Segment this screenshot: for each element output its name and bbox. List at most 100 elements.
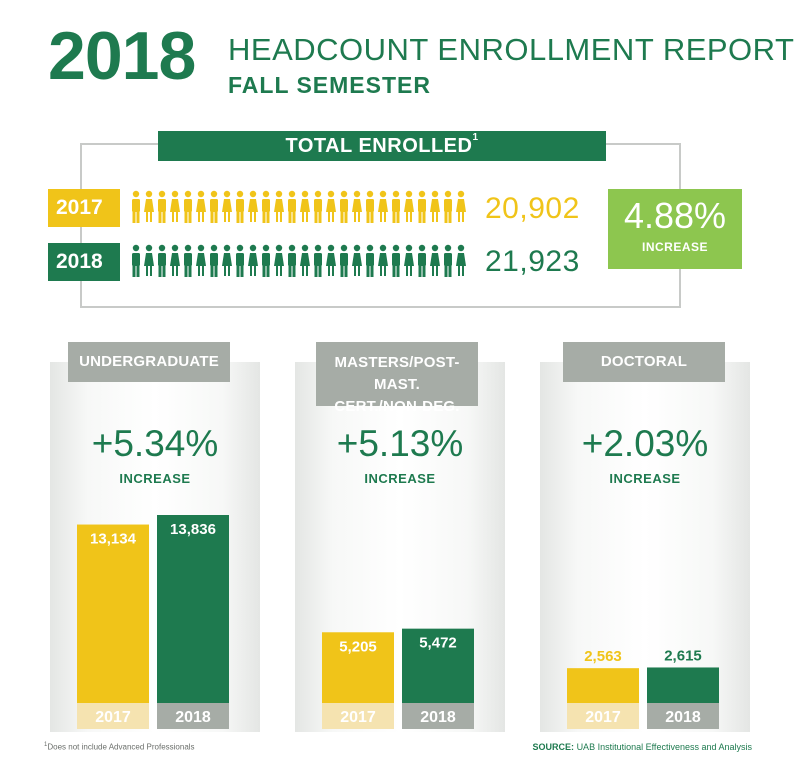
person-icon xyxy=(288,244,296,277)
bar-value-label: 2,615 xyxy=(664,647,702,664)
report-subtitle: FALL SEMESTER xyxy=(228,72,431,98)
total-value-2018: 21,923 xyxy=(485,245,580,278)
person-icon xyxy=(170,244,180,276)
person-icon xyxy=(288,190,296,223)
bar-2017 xyxy=(567,668,639,703)
total-increase-pct: 4.88% xyxy=(623,195,727,236)
person-icon xyxy=(300,190,310,222)
source-text: UAB Institutional Effectiveness and Anal… xyxy=(576,742,752,752)
people-icons-2018 xyxy=(132,244,466,277)
person-icon xyxy=(196,190,206,222)
person-icon xyxy=(262,190,270,223)
total-enrolled-text: TOTAL ENROLLED xyxy=(285,135,473,157)
year-tag-background xyxy=(567,703,639,729)
bar-value-label: 5,205 xyxy=(339,638,377,655)
person-icon xyxy=(444,190,452,223)
person-icon xyxy=(132,190,140,223)
total-increase-word: INCREASE xyxy=(641,240,708,254)
bar-value-label: 13,134 xyxy=(90,531,137,548)
x-tick-label: 2018 xyxy=(175,709,211,726)
person-icon xyxy=(210,244,218,277)
footnote-marker: 1 xyxy=(472,132,479,143)
panel-head-undergraduate: UNDERGRADUATE xyxy=(68,342,230,382)
person-icon xyxy=(366,244,374,277)
total-value-2017: 20,902 xyxy=(485,192,580,225)
panel-head-masters-line2: CERT./NON-DEG. xyxy=(334,398,460,415)
person-icon xyxy=(222,244,232,276)
person-icon xyxy=(456,244,466,276)
pct-word-masters: INCREASE xyxy=(364,471,436,486)
person-icon xyxy=(378,244,388,276)
person-icon xyxy=(144,244,154,276)
person-icon xyxy=(392,190,400,223)
year-tag-background xyxy=(647,703,719,729)
year-tag-2017: 2017 xyxy=(48,189,120,227)
pct-undergraduate: +5.34% xyxy=(91,423,219,464)
person-icon xyxy=(366,190,374,223)
person-icon xyxy=(184,244,192,277)
bar-2018 xyxy=(157,515,229,703)
person-icon xyxy=(248,244,258,276)
person-icon xyxy=(340,190,348,223)
person-icon xyxy=(184,190,192,223)
pct-word-undergraduate: INCREASE xyxy=(119,471,191,486)
person-icon xyxy=(352,244,362,276)
year-tag-background xyxy=(157,703,229,729)
person-icon xyxy=(314,244,322,277)
person-icon xyxy=(144,190,154,222)
person-icon xyxy=(158,244,166,277)
bar-2017 xyxy=(77,524,149,703)
person-icon xyxy=(158,190,166,223)
person-icon xyxy=(210,190,218,223)
report-year: 2018 xyxy=(48,18,196,94)
bar-value-label: 5,472 xyxy=(419,635,457,652)
person-icon xyxy=(274,190,284,222)
pct-doctoral: +2.03% xyxy=(581,423,709,464)
panel-head-doctoral: DOCTORAL xyxy=(563,342,725,382)
x-tick-label: 2017 xyxy=(340,709,376,726)
year-tag-background xyxy=(322,703,394,729)
person-icon xyxy=(418,190,426,223)
bar-value-label: 13,836 xyxy=(170,521,216,538)
person-icon xyxy=(196,244,206,276)
footnote-text: Does not include Advanced Professionals xyxy=(47,742,195,752)
pct-masters: +5.13% xyxy=(336,423,464,464)
source-note: SOURCE: UAB Institutional Effectiveness … xyxy=(533,742,752,752)
x-tick-label: 2018 xyxy=(420,709,456,726)
x-tick-label: 2017 xyxy=(95,709,131,726)
person-icon xyxy=(378,190,388,222)
person-icon xyxy=(404,244,414,276)
person-icon xyxy=(170,190,180,222)
person-icon xyxy=(236,190,244,223)
person-icon xyxy=(444,244,452,277)
person-icon xyxy=(418,244,426,277)
year-tag-background xyxy=(77,703,149,729)
person-icon xyxy=(236,244,244,277)
person-icon xyxy=(222,190,232,222)
person-icon xyxy=(326,190,336,222)
x-tick-label: 2018 xyxy=(665,709,701,726)
person-icon xyxy=(430,244,440,276)
bar-value-label: 2,563 xyxy=(584,648,622,665)
person-icon xyxy=(392,244,400,277)
person-icon xyxy=(132,244,140,277)
person-icon xyxy=(340,244,348,277)
year-tag-2018: 2018 xyxy=(48,243,120,281)
footnote: 1Does not include Advanced Professionals xyxy=(44,742,195,752)
source-label: SOURCE: xyxy=(532,742,575,752)
bar-2017 xyxy=(322,632,394,703)
pct-word-doctoral: INCREASE xyxy=(609,471,681,486)
person-icon xyxy=(274,244,284,276)
person-icon xyxy=(314,190,322,223)
x-tick-label: 2017 xyxy=(585,709,621,726)
person-icon xyxy=(300,244,310,276)
person-icon xyxy=(456,190,466,222)
person-icon xyxy=(430,190,440,222)
panel-head-masters: MASTERS/POST-MAST. CERT./NON-DEG. xyxy=(316,342,478,415)
person-icon xyxy=(352,190,362,222)
people-icons-2017 xyxy=(132,190,466,223)
footnote-mark: 1 xyxy=(44,742,48,748)
panel-head-masters-line1: MASTERS/POST-MAST. xyxy=(334,354,460,393)
total-increase-box: 4.88% INCREASE xyxy=(608,189,742,269)
